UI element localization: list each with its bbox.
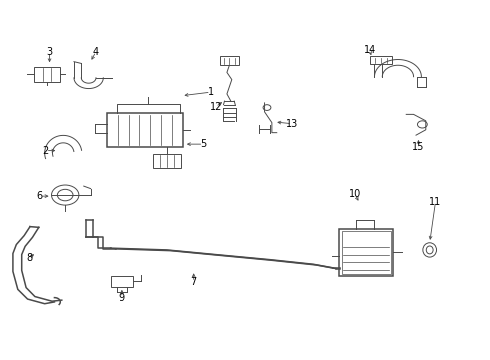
- Bar: [107, 113, 183, 147]
- Bar: [34, 67, 60, 82]
- Bar: [153, 154, 181, 168]
- Bar: [220, 56, 239, 65]
- Bar: [111, 276, 133, 287]
- Text: 11: 11: [429, 197, 441, 207]
- Text: 12: 12: [210, 102, 222, 112]
- Text: 4: 4: [93, 46, 99, 57]
- Text: 2: 2: [43, 145, 49, 156]
- Text: 10: 10: [349, 189, 361, 199]
- Bar: [370, 56, 392, 64]
- Text: 9: 9: [119, 293, 125, 303]
- Text: 14: 14: [364, 45, 376, 55]
- Text: 3: 3: [47, 46, 52, 57]
- Text: 1: 1: [208, 87, 214, 97]
- Text: 5: 5: [200, 139, 207, 149]
- Bar: [342, 231, 391, 274]
- Text: 7: 7: [191, 277, 197, 287]
- Text: 15: 15: [412, 141, 425, 152]
- Text: 8: 8: [26, 253, 32, 263]
- Bar: [339, 229, 393, 276]
- Text: 13: 13: [286, 119, 298, 129]
- Text: 6: 6: [37, 191, 43, 201]
